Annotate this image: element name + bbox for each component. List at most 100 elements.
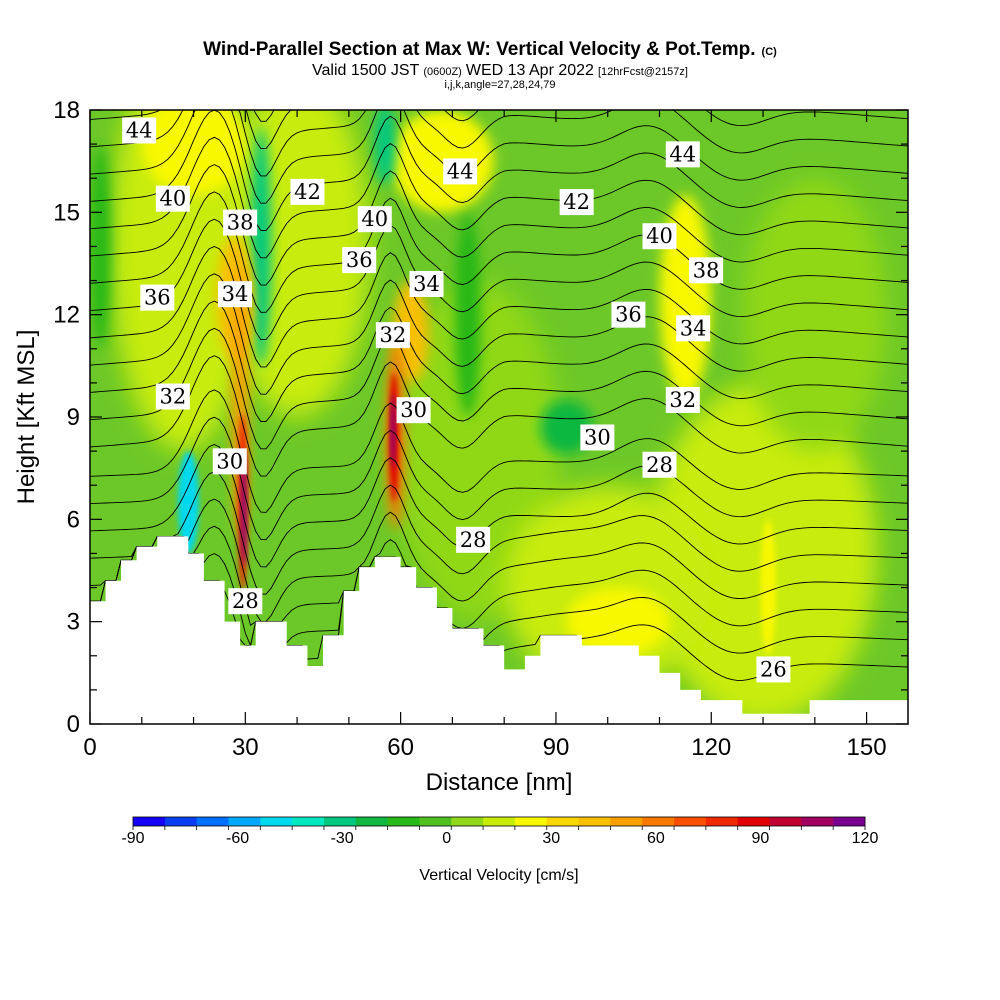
theta-contour xyxy=(90,471,908,595)
theta-contour xyxy=(90,110,908,204)
theta-contour xyxy=(90,164,908,286)
theta-contour xyxy=(90,110,908,177)
colorbar-tick-label: 120 xyxy=(852,830,879,847)
theta-contours xyxy=(90,110,908,681)
chart-indices: i,j,k,angle=27,28,24,79 xyxy=(444,79,555,91)
x-tick-label: 60 xyxy=(387,734,414,761)
colorbar-swatch xyxy=(355,817,388,826)
colorbar-tick-label: -30 xyxy=(331,830,354,847)
velocity-patch xyxy=(90,144,111,349)
contour-label: 36 xyxy=(140,284,175,311)
contour-label-text: 32 xyxy=(159,385,186,409)
x-tick-label: 30 xyxy=(232,734,259,761)
colorbar-swatch xyxy=(769,817,802,826)
contour-label: 40 xyxy=(357,206,392,233)
colorbar-label: Vertical Velocity [cm/s] xyxy=(419,867,578,884)
theta-contour xyxy=(90,110,908,231)
contour-label-text: 40 xyxy=(159,187,186,211)
velocity-patch xyxy=(540,399,593,455)
theta-contour xyxy=(90,498,908,622)
colorbar-swatch xyxy=(833,817,866,826)
colorbar-swatch xyxy=(705,817,738,826)
contour-label-text: 36 xyxy=(144,286,171,310)
contour-label-text: 34 xyxy=(222,282,249,306)
contour-label: 28 xyxy=(456,526,491,553)
contour-label: 36 xyxy=(611,301,646,328)
contour-label-text: 40 xyxy=(646,224,673,248)
contour-label-text: 28 xyxy=(646,453,673,477)
plot-area: 44 40 38 42 40 44 42 44 40 38 36 34 36 34 36 34 32 32 30 32… xyxy=(90,110,908,724)
theta-contour xyxy=(90,535,908,654)
colorbar-swatch xyxy=(133,817,166,826)
contour-label-text: 34 xyxy=(680,316,707,340)
contour-label-text: 44 xyxy=(447,159,474,183)
contour-label-box xyxy=(559,189,594,216)
contour-label: 38 xyxy=(689,257,724,284)
theta-contour xyxy=(90,355,908,477)
contour-label: 38 xyxy=(223,209,258,236)
colorbar-tick-label: -90 xyxy=(121,830,144,847)
contour-label-box xyxy=(223,209,258,236)
contour-label-box xyxy=(290,178,325,205)
colorbar-swatch xyxy=(514,817,548,826)
colorbar-frame xyxy=(132,816,866,827)
contour-label-text: 44 xyxy=(669,142,696,166)
chart-subtitle: Valid 1500 JST (0600Z) WED 13 Apr 2022 [12h… xyxy=(312,62,688,79)
theta-contour xyxy=(90,416,908,541)
colorbar-tick-label: -60 xyxy=(226,830,249,847)
contour-label: 30 xyxy=(580,424,615,451)
contour-label: 32 xyxy=(665,386,700,413)
contour-label-box xyxy=(155,383,190,410)
colorbar-tick-label: 90 xyxy=(752,830,770,847)
colorbar-swatch xyxy=(451,817,484,826)
contour-label-box xyxy=(140,284,175,311)
contour-label-box xyxy=(756,656,791,683)
contour-label-text: 42 xyxy=(563,190,590,214)
theta-contour xyxy=(90,136,908,259)
colorbar-swatch xyxy=(483,817,516,826)
theta-contour xyxy=(90,110,908,150)
contour-label-text: 42 xyxy=(294,180,321,204)
contour-label-box xyxy=(155,185,190,212)
contour-label-text: 30 xyxy=(400,398,427,422)
contour-label: 44 xyxy=(443,158,478,185)
contour-label: 44 xyxy=(122,117,157,144)
theta-contour xyxy=(90,327,908,450)
contour-label-text: 40 xyxy=(361,207,388,231)
contour-label-box xyxy=(611,301,646,328)
colorbar-tick-label: 0 xyxy=(442,830,451,847)
terrain-mask xyxy=(90,536,908,724)
contour-label: 32 xyxy=(155,383,190,410)
colorbar-swatch xyxy=(196,817,229,826)
contour-label-text: 38 xyxy=(227,211,254,235)
velocity-patch xyxy=(250,127,272,366)
y-tick-label: 12 xyxy=(53,302,80,329)
contour-label-text: 28 xyxy=(460,528,487,552)
contour-label: 36 xyxy=(342,247,377,274)
x-tick-label: 150 xyxy=(847,734,887,761)
contour-label: 44 xyxy=(665,141,700,168)
colorbar-tick-label: 30 xyxy=(542,830,560,847)
y-axis-label: Height [Kft MSL] xyxy=(13,330,40,505)
velocity-patch xyxy=(566,587,670,656)
contour-label-text: 30 xyxy=(216,449,243,473)
theta-contour xyxy=(90,525,908,629)
colorbar-swatch xyxy=(228,817,261,826)
colorbar: -90 -60 -30 0 30 60 90 120 xyxy=(121,816,879,847)
velocity-patch xyxy=(374,110,396,186)
contour-label-text: 44 xyxy=(126,118,153,142)
colorbar-swatch xyxy=(387,817,420,826)
contour-label-box xyxy=(375,322,410,349)
colorbar-swatch xyxy=(323,817,357,826)
contour-label-box xyxy=(689,257,724,284)
contour-label-box xyxy=(357,206,392,233)
contour-label-text: 28 xyxy=(232,589,259,613)
y-tick-label: 18 xyxy=(53,97,80,124)
contour-label-text: 34 xyxy=(413,272,440,296)
colorbar-swatch xyxy=(801,817,834,826)
contour-label: 28 xyxy=(228,588,263,615)
contour-label-box xyxy=(396,397,431,424)
contour-label: 34 xyxy=(217,281,252,308)
